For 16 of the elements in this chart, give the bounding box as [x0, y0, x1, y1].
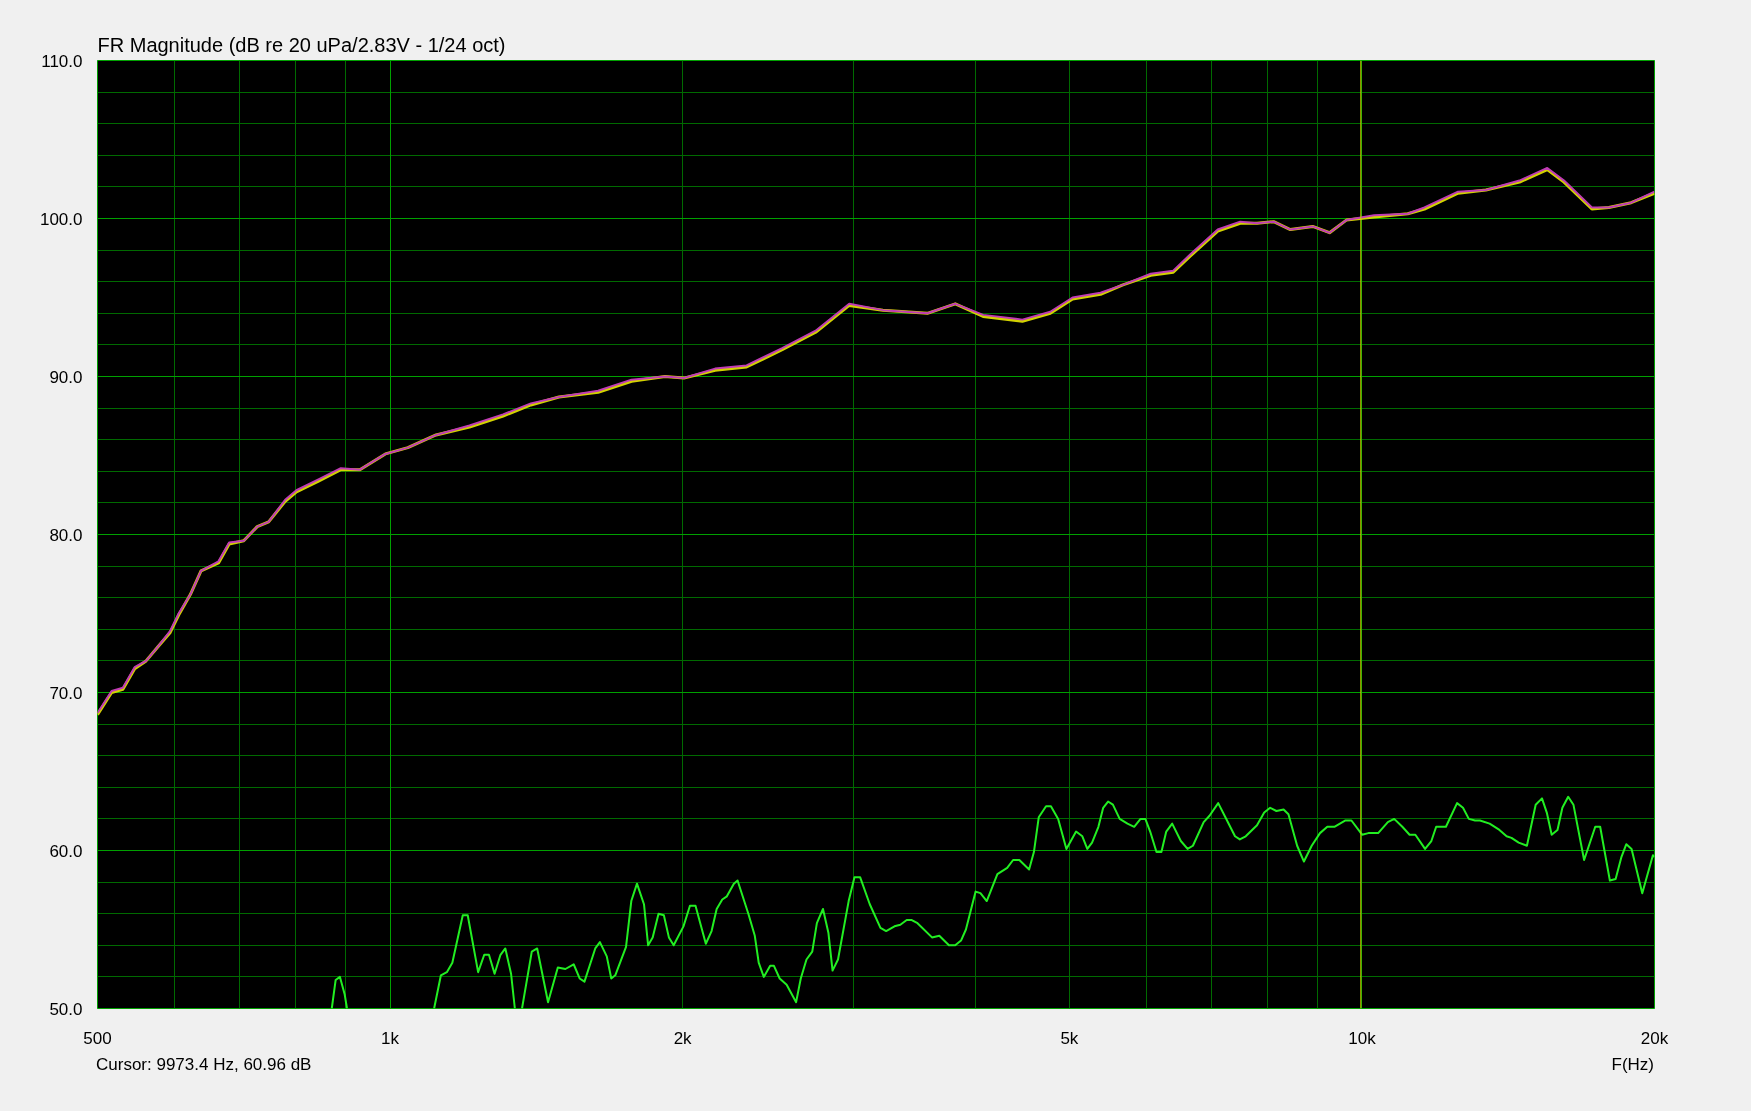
x-tick-label: 20k [1640, 1028, 1669, 1048]
y-tick-label: 80.0 [49, 525, 83, 545]
y-tick-label: 50.0 [49, 999, 83, 1019]
x-tick-label: 5k [1060, 1028, 1079, 1048]
x-axis-title: F(Hz) [1611, 1054, 1654, 1076]
y-tick-label: 110.0 [41, 51, 83, 71]
x-tick-label: 500 [83, 1028, 112, 1048]
x-tick-label: 1k [381, 1028, 400, 1048]
x-tick-label: 2k [673, 1028, 693, 1048]
y-tick-label: 70.0 [49, 683, 83, 703]
y-tick-label: 90.0 [49, 367, 83, 387]
text: Cursor: 9973.4 Hz, 60.96 dB [96, 1054, 312, 1076]
y-tick-label: 60.0 [49, 841, 83, 861]
chart-title: FR Magnitude (dB re 20 uPa/2.83V - 1/24 oct) [97, 33, 506, 56]
x-tick-label: 10k [1348, 1028, 1377, 1048]
y-tick-label: 100.0 [39, 209, 83, 229]
